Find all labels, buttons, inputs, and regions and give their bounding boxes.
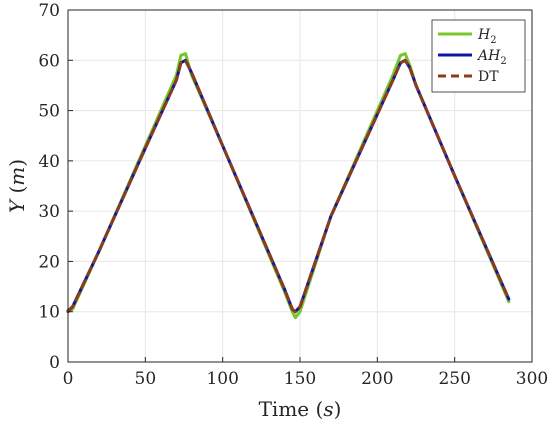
series-line-dt xyxy=(66,58,511,314)
legend-label-ah2-sub: 2 xyxy=(500,56,506,67)
y-tick-label-7: 70 xyxy=(38,1,60,21)
y-axis-label-unit: m xyxy=(5,167,29,186)
axis-ticks: 0 50 100 150 200 250 300 0 10 20 30 40 50 60 70 xyxy=(38,1,548,389)
x-axis-label: Time (s) xyxy=(259,397,342,421)
y-tick-label-5: 50 xyxy=(38,102,60,122)
legend-label-h2-main: H xyxy=(477,27,491,43)
legend-label-dt: DT xyxy=(478,69,499,85)
y-tick-label-4: 40 xyxy=(38,152,60,172)
x-axis-label-open-paren: ( xyxy=(309,397,323,421)
x-tick-label-5: 250 xyxy=(438,369,470,389)
legend-label-ah2-main: AH xyxy=(476,48,501,64)
y-axis-label-close-paren: ) xyxy=(5,159,29,167)
x-tick-label-6: 300 xyxy=(516,369,548,389)
x-tick-label-3: 150 xyxy=(284,369,316,389)
x-axis-label-main: Time xyxy=(259,397,310,421)
legend-label-h2-sub: 2 xyxy=(490,35,496,46)
x-axis-label-unit: s xyxy=(323,397,333,421)
x-axis-label-close-paren: ) xyxy=(334,397,342,421)
y-axis-label-open-paren: ( xyxy=(5,186,29,200)
legend: H2 AH2 DT xyxy=(431,19,526,93)
x-tick-label-4: 200 xyxy=(361,369,393,389)
y-tick-label-3: 30 xyxy=(38,202,60,222)
y-tick-label-0: 0 xyxy=(49,353,60,373)
y-tick-label-2: 20 xyxy=(38,252,60,272)
x-tick-label-1: 50 xyxy=(135,369,157,389)
legend-label-h2: H2 xyxy=(477,27,497,46)
y-axis-label: Y (m) xyxy=(5,159,29,213)
y-tick-label-6: 60 xyxy=(38,51,60,71)
x-tick-label-0: 0 xyxy=(63,369,74,389)
y-axis-label-main: Y xyxy=(5,198,29,213)
x-tick-label-2: 100 xyxy=(206,369,238,389)
series-lines xyxy=(66,52,511,320)
y-tick-label-1: 10 xyxy=(38,303,60,323)
legend-label-ah2: AH2 xyxy=(476,48,507,67)
